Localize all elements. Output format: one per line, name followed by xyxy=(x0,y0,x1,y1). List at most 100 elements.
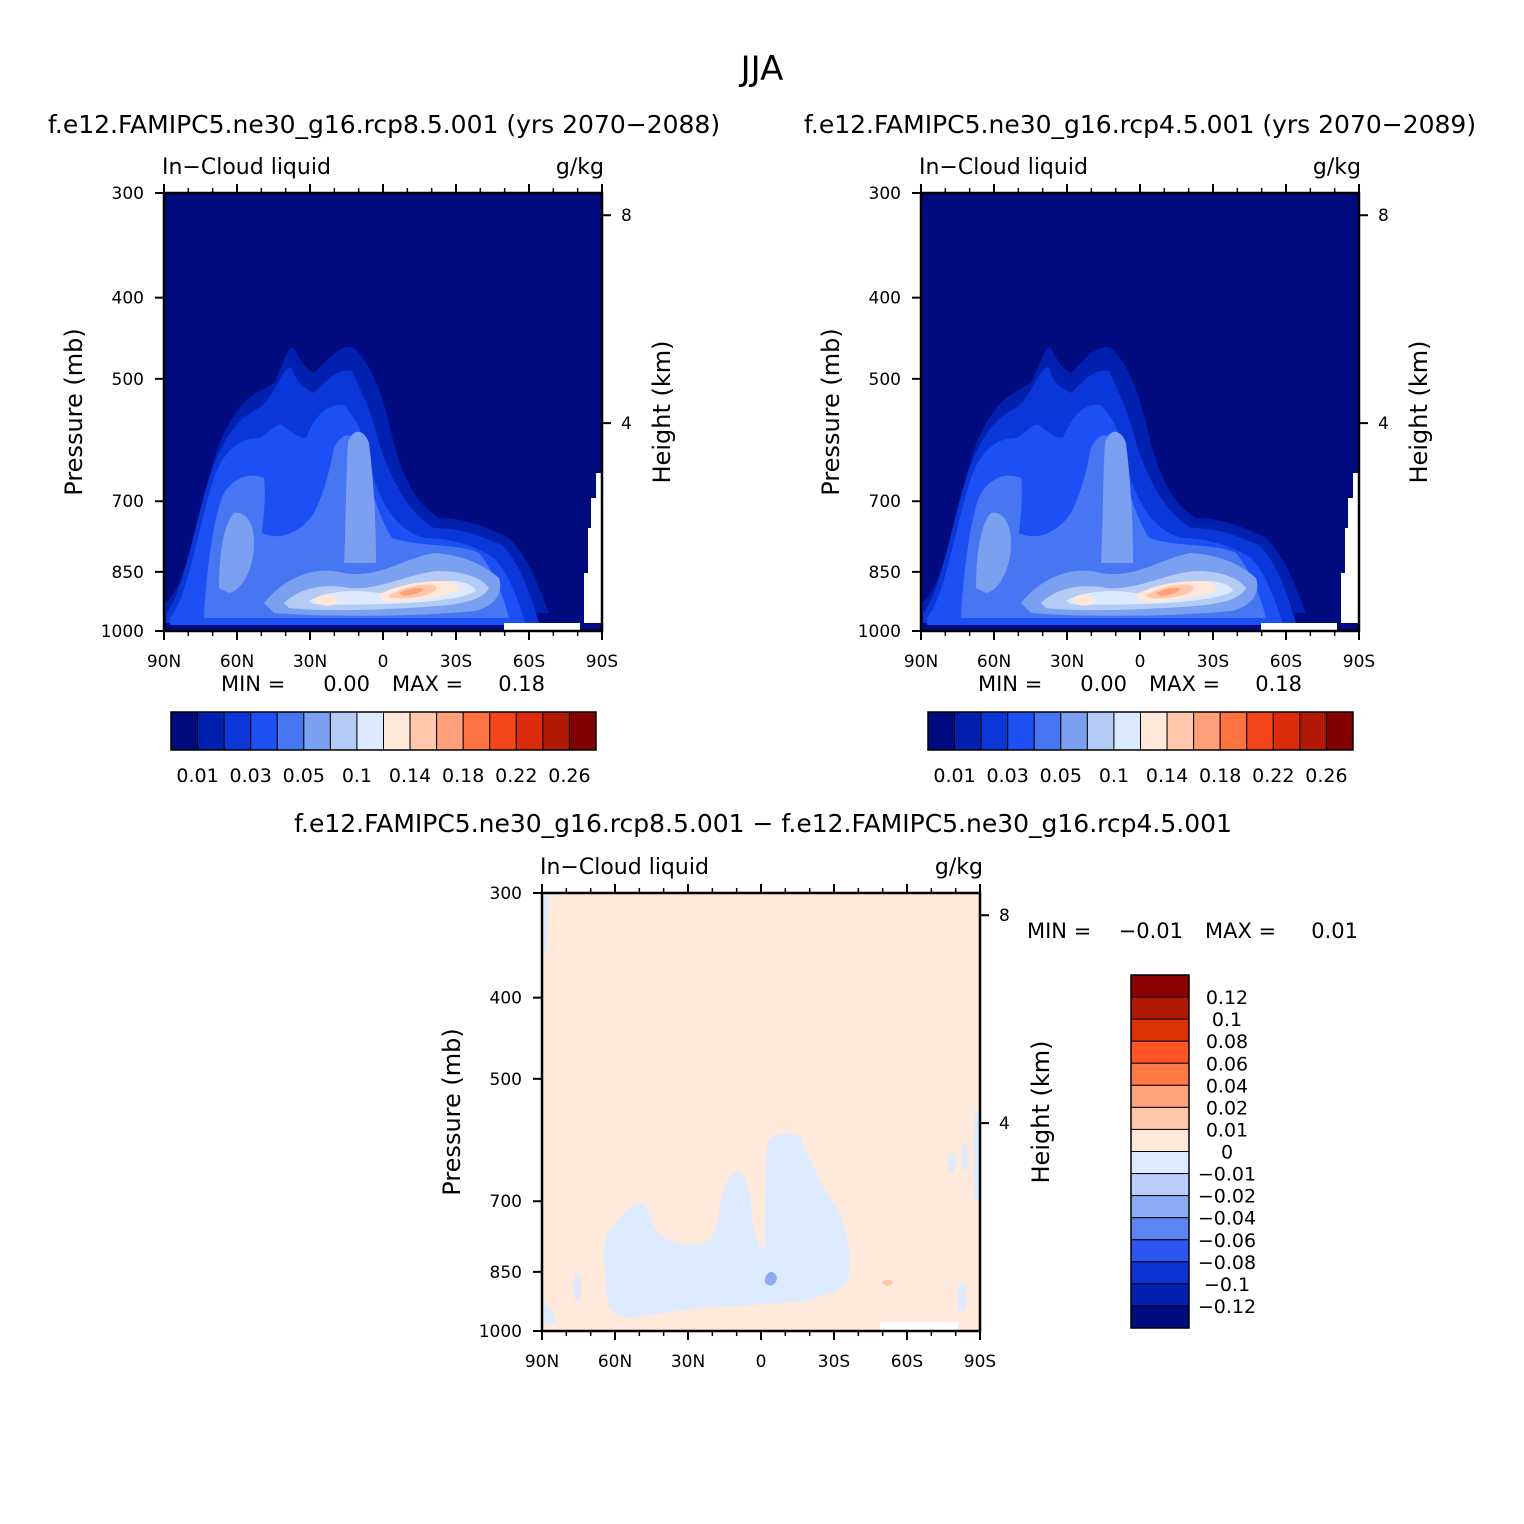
panel-b-y2label: Height (km) xyxy=(1405,341,1433,484)
y-tick-label: 400 xyxy=(869,289,901,309)
panel-b-field xyxy=(921,193,1359,631)
y-tick-label: 1000 xyxy=(479,1322,522,1342)
y-tick-label: 500 xyxy=(869,370,901,390)
panel-diff-min-label: MIN = xyxy=(1027,919,1091,943)
colorbar-label: −0.06 xyxy=(1198,1230,1256,1252)
panel-b-variable: In−Cloud liquid xyxy=(919,155,1088,180)
colorbar-swatch xyxy=(1007,711,1035,751)
colorbar-swatch xyxy=(1130,1195,1190,1219)
colorbar-swatch xyxy=(276,711,305,751)
panel-a-colorbar: 0.01 0.03 0.05 0.1 0.14 0.18 0.22 0.26 xyxy=(170,711,597,787)
y-tick-label: 1000 xyxy=(101,622,144,642)
colorbar-swatch xyxy=(1086,711,1115,751)
colorbar-label: 0.02 xyxy=(1206,1097,1248,1119)
x-tick-label: 0 xyxy=(1135,652,1146,672)
colorbar-label: 0.05 xyxy=(1040,765,1082,787)
panel-a-ylabel: Pressure (mb) xyxy=(60,328,88,495)
panel-b-min-value: 0.00 xyxy=(1080,672,1127,696)
x-tick-label: 90N xyxy=(904,652,938,672)
x-tick-label: 90N xyxy=(525,1352,559,1372)
x-tick-label: 30S xyxy=(818,1352,850,1372)
y2-tick-label: 4 xyxy=(999,1114,1010,1134)
colorbar-label: 0.01 xyxy=(176,765,218,787)
colorbar-swatch xyxy=(1272,711,1301,751)
panel-a-max-value: 0.18 xyxy=(498,672,545,696)
panel-diff-variable: In−Cloud liquid xyxy=(540,855,709,880)
panel-b-ylabel: Pressure (mb) xyxy=(817,328,845,495)
panel-diff-colorbar: 0.120.10.080.060.040.020.010−0.01−0.02−0… xyxy=(1130,974,1256,1329)
panel-diff-max-value: 0.01 xyxy=(1311,919,1358,943)
panel-b-colorbar: 0.01 0.03 0.05 0.1 0.14 0.18 0.22 0.26 xyxy=(927,711,1354,787)
panel-a-min-value: 0.00 xyxy=(323,672,370,696)
colorbar-swatch xyxy=(409,711,438,751)
panel-a-field xyxy=(164,193,602,631)
colorbar-swatch xyxy=(170,711,199,751)
colorbar-label: 0.12 xyxy=(1206,987,1248,1009)
colorbar-swatch xyxy=(303,711,331,751)
y-tick-label: 1000 xyxy=(858,622,901,642)
panel-a-axes: 300 400 500 700 850 1000 8 4 90N 60N 30N 0 30S 60S 90S xyxy=(101,184,632,672)
colorbar-swatch xyxy=(223,711,252,751)
colorbar-label: −0.12 xyxy=(1198,1296,1256,1318)
colorbar-label: 0.03 xyxy=(987,765,1029,787)
colorbar-swatch xyxy=(356,711,384,751)
y-tick-label: 850 xyxy=(490,1263,522,1283)
colorbar-label: 0.05 xyxy=(283,765,325,787)
colorbar-swatch xyxy=(1130,1018,1190,1042)
x-tick-label: 60N xyxy=(220,652,254,672)
colorbar-swatch xyxy=(1130,1239,1190,1263)
colorbar-swatch xyxy=(436,711,464,751)
colorbar-label: 0.22 xyxy=(495,765,537,787)
x-tick-label: 90N xyxy=(147,652,181,672)
panel-a-title: f.e12.FAMIPC5.ne30_g16.rcp8.5.001 (yrs 2… xyxy=(48,110,720,139)
panel-b-min-label: MIN = xyxy=(978,672,1042,696)
colorbar-swatch xyxy=(1246,711,1274,751)
colorbar-label: −0.1 xyxy=(1204,1274,1250,1296)
x-tick-label: 30S xyxy=(440,652,472,672)
colorbar-swatch xyxy=(1130,1217,1190,1241)
colorbar-label: 0.06 xyxy=(1206,1053,1248,1075)
x-tick-label: 0 xyxy=(378,652,389,672)
panel-diff-field xyxy=(542,893,980,1331)
y2-tick-label: 4 xyxy=(1378,414,1389,434)
colorbar-swatch xyxy=(1219,711,1248,751)
colorbar-label: 0.14 xyxy=(389,765,431,787)
colorbar-label: 0.01 xyxy=(933,765,975,787)
y2-tick-label: 8 xyxy=(621,206,632,226)
colorbar-label: 0.04 xyxy=(1206,1075,1248,1097)
panel-diff: In−Cloud liquid g/kg Pressure (mb) Heigh… xyxy=(438,855,1358,1372)
colorbar-swatch xyxy=(462,711,491,751)
colorbar-swatch xyxy=(1060,711,1088,751)
panel-diff-units: g/kg xyxy=(935,855,983,880)
colorbar-swatch xyxy=(1130,1084,1190,1108)
colorbar-swatch xyxy=(1130,1173,1190,1197)
panel-b-max-value: 0.18 xyxy=(1255,672,1302,696)
colorbar-swatch xyxy=(542,711,570,751)
x-tick-label: 90S xyxy=(964,1352,996,1372)
y-tick-label: 300 xyxy=(112,184,144,204)
colorbar-swatch xyxy=(250,711,278,751)
colorbar-label: 0.22 xyxy=(1252,765,1294,787)
panel-b: In−Cloud liquid g/kg Pressure (mb) Heigh… xyxy=(817,155,1433,787)
colorbar-label: 0.18 xyxy=(1199,765,1241,787)
colorbar-frame xyxy=(927,711,1354,751)
y-tick-label: 700 xyxy=(112,492,144,512)
colorbar-label: −0.08 xyxy=(1198,1252,1256,1274)
colorbar-label: 0 xyxy=(1221,1142,1233,1164)
colorbar-swatch xyxy=(1130,1106,1190,1130)
colorbar-swatch xyxy=(515,711,544,751)
colorbar-swatch xyxy=(1130,1151,1190,1175)
colorbar-label: 0.26 xyxy=(1305,765,1347,787)
colorbar-label: 0.01 xyxy=(1206,1119,1248,1141)
colorbar-label: −0.01 xyxy=(1198,1164,1256,1186)
panel-diff-axes: 300 400 500 700 850 1000 8 4 90N 60N 30N 0 30S 60S 90S xyxy=(479,884,1010,1372)
colorbar-swatch xyxy=(927,711,956,751)
colorbar-swatch xyxy=(980,711,1009,751)
colorbar-swatch xyxy=(1130,1261,1190,1285)
y-tick-label: 850 xyxy=(112,563,144,583)
y-tick-label: 850 xyxy=(869,563,901,583)
colorbar-label: 0.18 xyxy=(442,765,484,787)
colorbar-swatch xyxy=(1033,711,1062,751)
panel-b-max-label: MAX = xyxy=(1149,672,1220,696)
colorbar-label: 0.1 xyxy=(342,765,372,787)
